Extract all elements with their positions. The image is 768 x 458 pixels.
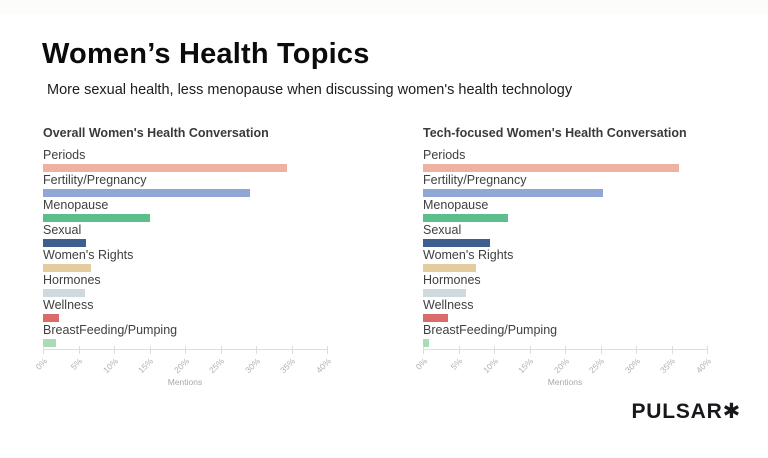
bar [423, 214, 509, 222]
bar-row: Wellness [43, 297, 327, 322]
axis-tick [185, 346, 186, 354]
axis-tick-label: 20% [171, 356, 192, 376]
axis-tick-label: 0% [33, 356, 50, 372]
axis-tick [256, 346, 257, 354]
category-label: BreastFeeding/Pumping [43, 323, 178, 337]
axis-tick-label: 30% [622, 356, 643, 376]
bar-rows: Periods Fertility/Pregnancy Menopause Sexua… [43, 147, 327, 347]
axis-tick-label: 10% [100, 356, 121, 376]
bar [423, 289, 467, 297]
bar-row: Menopause [43, 197, 327, 222]
pulsar-logo: PULSAR✱ [631, 400, 741, 423]
bar-row: Sexual [43, 222, 327, 247]
bar-row: Fertility/Pregnancy [423, 172, 707, 197]
category-label: Women's Rights [43, 248, 134, 262]
axis-tick-label: 25% [207, 356, 227, 376]
category-label: Sexual [43, 223, 82, 237]
axis-tick [636, 346, 637, 354]
category-label: BreastFeeding/Pumping [423, 323, 558, 337]
axis-tick-label: 20% [551, 356, 572, 376]
axis-tick-label: 0% [413, 356, 430, 372]
axis-tick-label: 15% [136, 356, 156, 376]
bar [43, 214, 151, 222]
axis-tick [565, 346, 566, 354]
bar-row: Sexual [423, 222, 707, 247]
axis-tick [458, 346, 460, 354]
category-label: Hormones [43, 273, 101, 287]
bar [423, 314, 448, 322]
axis-tick [707, 346, 708, 354]
axis-tick-label: 15% [516, 356, 536, 376]
category-label: Periods [43, 148, 86, 162]
bar-row: Menopause [423, 197, 707, 222]
axis-tick-label: 5% [448, 356, 465, 372]
bar-row: Periods [423, 147, 707, 172]
bar [423, 164, 680, 172]
axis-tick-label: 5% [68, 356, 85, 372]
bar-row: Wellness [423, 297, 707, 322]
axis-tick [78, 346, 80, 354]
axis-tick [220, 346, 222, 354]
top-strip [0, 0, 768, 14]
chart-title: Overall Women's Health Conversation [43, 126, 269, 140]
bar [423, 264, 477, 272]
category-label: Fertility/Pregnancy [423, 173, 527, 187]
chart-tech-focused-womens-health: Tech-focused Women's Health Conversation… [413, 126, 715, 393]
page-title: Women’s Health Topics [42, 38, 370, 70]
bar [43, 164, 287, 172]
bar [423, 189, 604, 197]
category-label: Wellness [423, 298, 474, 312]
bar-row: BreastFeeding/Pumping [43, 322, 327, 347]
axis-tick [327, 346, 328, 354]
bar-row: Hormones [43, 272, 327, 297]
axis-tick [291, 346, 293, 354]
page-subtitle: More sexual health, less menopause when … [47, 82, 573, 98]
bar-row: Hormones [423, 272, 707, 297]
axis-tick [423, 346, 424, 354]
category-label: Wellness [43, 298, 94, 312]
bar-row: BreastFeeding/Pumping [423, 322, 707, 347]
bar-row: Women's Rights [423, 247, 707, 272]
axis-tick [600, 346, 602, 354]
axis-tick [529, 346, 531, 354]
category-label: Menopause [423, 198, 489, 212]
bar [43, 239, 87, 247]
category-label: Periods [423, 148, 466, 162]
bar [423, 239, 491, 247]
axis-tick-label: 10% [480, 356, 501, 376]
axis-tick [494, 346, 495, 354]
x-axis: Mentions 0% 5% 10% 15% 20% 25% 30% 35% 40% [413, 346, 713, 393]
bar-row: Periods [43, 147, 327, 172]
axis-tick [671, 346, 673, 354]
axis-tick [149, 346, 151, 354]
x-axis-label: Mentions [547, 377, 583, 387]
bar [43, 189, 251, 197]
category-label: Menopause [43, 198, 109, 212]
category-label: Sexual [423, 223, 462, 237]
axis-tick-label: 40% [693, 356, 714, 376]
bar-row: Women's Rights [43, 247, 327, 272]
axis-tick [114, 346, 115, 354]
axis-tick-label: 35% [658, 356, 678, 376]
bar [43, 289, 85, 297]
axis-tick-label: 40% [313, 356, 334, 376]
category-label: Women's Rights [423, 248, 514, 262]
bar [43, 339, 57, 347]
category-label: Hormones [423, 273, 481, 287]
category-label: Fertility/Pregnancy [43, 173, 147, 187]
bar [423, 339, 430, 347]
chart-title: Tech-focused Women's Health Conversation [423, 126, 687, 140]
bar-rows: Periods Fertility/Pregnancy Menopause Sexua… [423, 147, 707, 347]
axis-tick-label: 25% [587, 356, 607, 376]
chart-overall-womens-health: Overall Women's Health Conversation Peri… [33, 126, 335, 393]
bar-row: Fertility/Pregnancy [43, 172, 327, 197]
x-axis: Mentions 0% 5% 10% 15% 20% 25% 30% 35% 40% [33, 346, 333, 393]
bar [43, 264, 91, 272]
bar [43, 314, 59, 322]
x-axis-label: Mentions [167, 377, 203, 387]
axis-tick-label: 30% [242, 356, 263, 376]
axis-tick [43, 346, 44, 354]
axis-tick-label: 35% [278, 356, 298, 376]
